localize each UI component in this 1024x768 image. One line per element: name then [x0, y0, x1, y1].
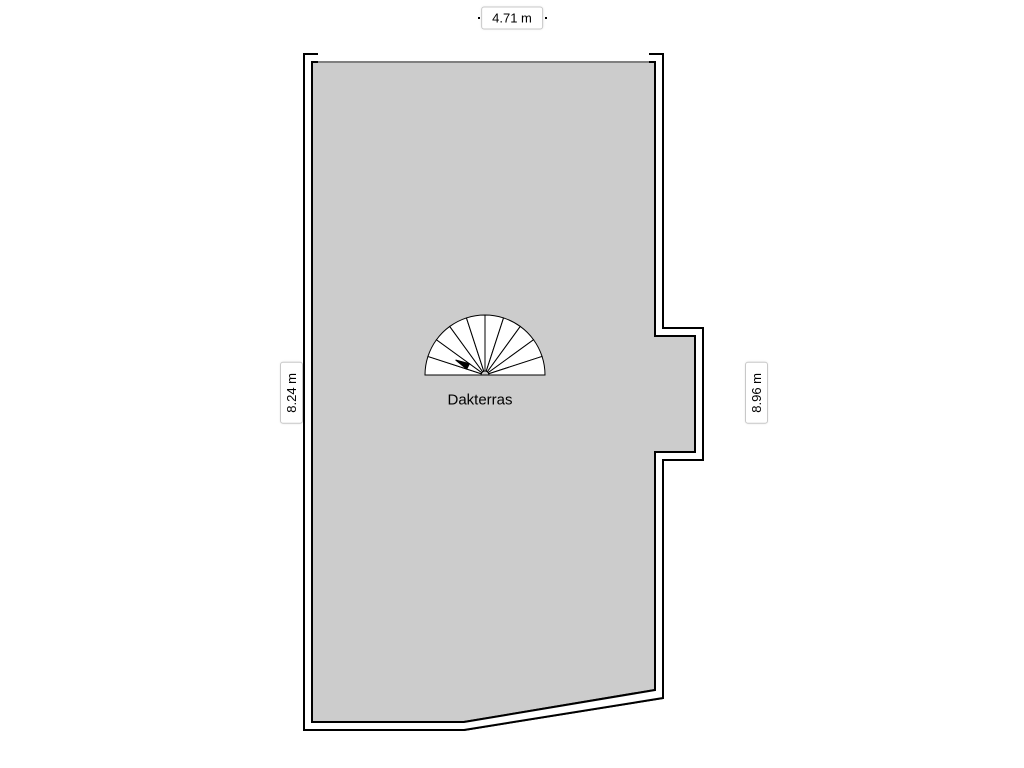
- room-label-dakterras: Dakterras: [447, 392, 512, 409]
- floorplan-svg: [0, 0, 1024, 768]
- dimension-right: 8.96 m: [745, 362, 768, 424]
- floorplan-canvas: 4.71 m 8.24 m 8.96 m Dakterras: [0, 0, 1024, 768]
- dimension-left: 8.24 m: [280, 362, 303, 424]
- dimension-top: 4.71 m: [481, 7, 543, 30]
